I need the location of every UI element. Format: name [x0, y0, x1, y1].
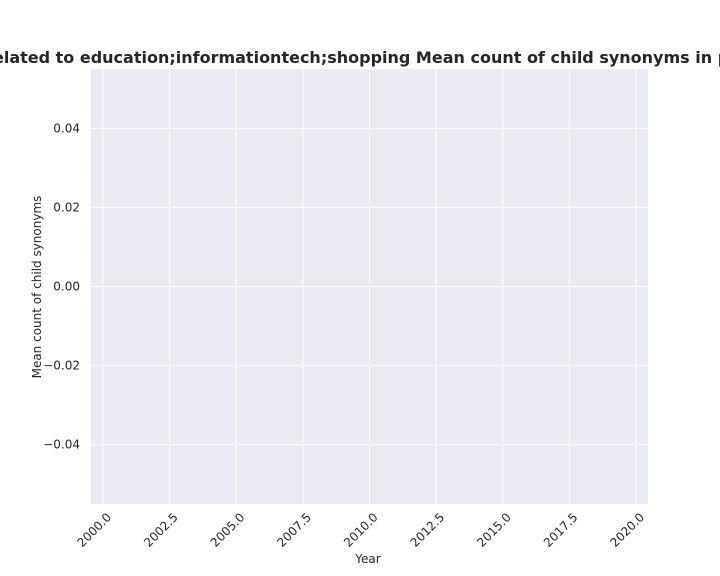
x-tick-label: 2012.5: [408, 510, 448, 550]
x-tick-label: 2015.0: [474, 510, 514, 550]
x-tick-label: 2017.5: [541, 510, 581, 550]
y-tick-label: −0.04: [43, 438, 80, 452]
y-tick-label: −0.02: [43, 359, 80, 373]
y-tick-labels: −0.04 −0.02 0.00 0.02 0.04: [43, 121, 80, 451]
x-tick-label: 2002.5: [141, 510, 181, 550]
y-gridlines: [91, 127, 648, 446]
x-tick-labels: 2000.0 2002.5 2005.0 2007.5 2010.0 2012.5 2015…: [75, 510, 648, 550]
chart-title: Websites are related to education;inform…: [0, 48, 720, 67]
x-tick-label: 2007.5: [274, 510, 314, 550]
y-tick-label: 0.04: [53, 121, 80, 135]
x-tick-label: 2020.0: [608, 510, 648, 550]
x-tick-label: 2000.0: [75, 510, 115, 550]
x-axis-label: Year: [354, 552, 380, 566]
y-tick-label: 0.02: [53, 200, 80, 214]
x-tick-label: 2005.0: [208, 510, 248, 550]
y-tick-label: 0.00: [53, 280, 80, 294]
x-tick-label: 2010.0: [341, 510, 381, 550]
y-axis-label: Mean count of child synonyms: [30, 196, 44, 379]
